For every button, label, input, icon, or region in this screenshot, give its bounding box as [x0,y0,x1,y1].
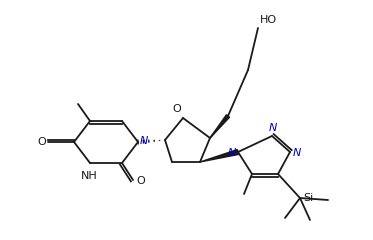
Text: HO: HO [260,15,277,25]
Text: O: O [37,137,46,147]
Polygon shape [200,150,239,162]
Text: N: N [140,136,148,146]
Text: NH: NH [81,171,97,181]
Text: N: N [228,148,236,158]
Text: Si: Si [303,193,313,203]
Text: N: N [269,123,277,133]
Text: O: O [172,104,181,114]
Text: O: O [136,176,145,186]
Polygon shape [210,115,229,138]
Text: N: N [293,148,301,158]
